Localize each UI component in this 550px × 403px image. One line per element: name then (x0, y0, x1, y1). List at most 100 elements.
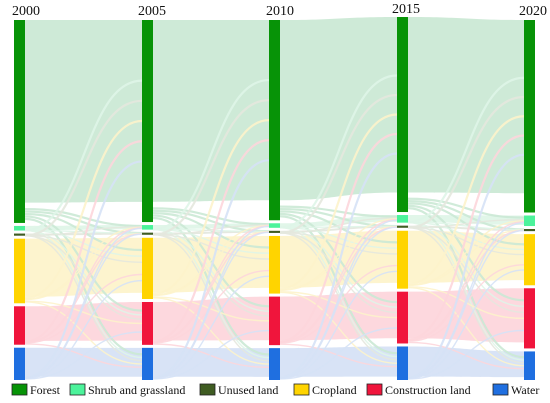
legend-swatch-water (492, 383, 509, 396)
transition-2010-cropland-to-water (279, 291, 398, 364)
legend-label-shrub: Shrub and grassland (88, 383, 185, 397)
node-layer (14, 17, 535, 380)
transition-2015-unused-to-shrub (407, 219, 525, 229)
node-2020-water (524, 351, 535, 380)
transition-2015-construction-to-forest (407, 134, 525, 341)
legend-label-cropland: Cropland (312, 383, 357, 397)
flow-2010-2015-forest (280, 17, 397, 201)
node-2010-water (269, 348, 280, 380)
transition-2000-shrub-to-forest (24, 79, 143, 232)
transition-2000-cropland-to-forest (24, 119, 143, 300)
transition-2015-water-to-unused (407, 229, 525, 379)
node-2015-forest (397, 17, 408, 213)
transition-2015-shrub-to-forest (407, 76, 525, 224)
transition-2005-forest-to-shrub (152, 207, 270, 226)
node-2015-water (397, 346, 408, 380)
transition-2010-cropland-to-forest (279, 113, 398, 291)
transition-2000-cropland-to-water (24, 301, 143, 365)
transition-2005-shrub-to-forest (152, 78, 270, 231)
transition-2015-cropland-to-forest (407, 115, 525, 286)
year-label-2020: 2020 (519, 4, 547, 19)
year-label-2000: 2000 (12, 4, 40, 19)
node-2010-construction (269, 296, 280, 346)
transition-2005-cropland-to-shrub (152, 224, 270, 296)
transition-2005-unused-to-shrub (152, 224, 270, 236)
transition-2015-cropland-to-shrub (407, 220, 525, 286)
transition-2015-construction-to-unused (407, 229, 525, 342)
transition-2005-construction-to-unused (152, 231, 270, 344)
transition-2005-cropland-to-construction (152, 296, 270, 322)
node-2010-forest (269, 20, 280, 221)
transition-2010-unused-to-water (279, 232, 398, 361)
transition-2000-cropland-to-construction (24, 300, 143, 325)
flow-2015-2020-shrub (408, 215, 524, 225)
node-2015-construction (397, 291, 408, 344)
legend-swatch-unused (199, 383, 216, 396)
transition-2015-unused-to-water (407, 227, 525, 364)
legend: Forest Shrub and grassland Unused land Crop… (11, 383, 539, 397)
transition-2000-water-to-forest (24, 160, 143, 379)
legend-swatch-shrub (69, 383, 86, 396)
transition-2000-water-to-construction (24, 331, 143, 380)
transition-2005-water-to-cropland (152, 275, 270, 380)
transition-2010-forest-to-shrub (279, 205, 398, 218)
transition-2010-construction-to-forest (279, 132, 398, 343)
transition-2010-unused-to-shrub (279, 217, 398, 234)
transition-2000-water-to-unused (24, 233, 143, 379)
transition-2010-water-to-unused (279, 226, 398, 379)
node-2005-unused (142, 232, 153, 235)
transition-2010-water-to-cropland (279, 270, 398, 380)
node-2020-unused (524, 229, 535, 232)
transition-2010-cropland-to-unused (279, 226, 398, 292)
transition-2010-construction-to-water (279, 343, 398, 368)
transition-2015-construction-to-shrub (407, 221, 525, 341)
transition-2000-unused-to-forest (24, 99, 143, 237)
node-2000-cropland (14, 238, 25, 304)
transition-2010-unused-to-construction (279, 232, 398, 314)
transition-2000-unused-to-construction (24, 234, 143, 320)
flow-2005-2010-forest (153, 20, 269, 202)
node-2020-shrub (524, 215, 535, 227)
transition-2015-water-to-forest (407, 153, 525, 379)
transition-2010-unused-to-cropland (279, 232, 398, 255)
transition-2000-unused-to-water (24, 234, 143, 362)
transition-2005-water-to-construction (152, 329, 270, 380)
transition-2015-cropland-to-water (407, 286, 525, 367)
node-2000-construction (14, 306, 25, 345)
node-2015-cropland (397, 230, 408, 289)
transition-2010-construction-to-unused (279, 226, 398, 344)
transition-2005-unused-to-forest (152, 99, 270, 236)
flow-2000-2005-forest (25, 20, 142, 203)
node-2015-unused (397, 225, 408, 228)
transition-2015-water-to-construction (407, 329, 525, 380)
transition-2000-water-to-cropland (24, 279, 143, 380)
node-2020-cropland (524, 234, 535, 286)
legend-swatch-construction (366, 383, 383, 396)
transition-2000-unused-to-shrub (24, 226, 143, 237)
transition-2010-unused-to-forest (279, 93, 398, 234)
transition-2005-water-to-forest (152, 159, 270, 379)
transition-2010-water-to-forest (279, 152, 398, 379)
legend-label-water: Water (511, 383, 539, 397)
transition-2005-water-to-unused (152, 231, 270, 379)
node-2000-unused (14, 233, 25, 236)
transition-2005-unused-to-construction (152, 234, 270, 317)
transition-2010-cropland-to-shrub (279, 218, 398, 291)
transition-2015-water-to-cropland (407, 269, 525, 380)
transition-2015-cropland-to-unused (407, 229, 525, 287)
node-2020-forest (524, 20, 535, 213)
node-2005-shrub (142, 225, 153, 230)
transition-2000-construction-to-forest (24, 140, 143, 343)
node-2010-cropland (269, 235, 280, 294)
flow-2015-2020-forest (408, 17, 524, 194)
transition-2010-shrub-to-forest (279, 74, 398, 229)
legend-label-unused: Unused land (218, 383, 278, 397)
legend-swatch-cropland (293, 383, 310, 396)
year-label-2010: 2010 (266, 4, 294, 19)
node-2005-construction (142, 302, 153, 345)
transition-2005-unused-to-water (152, 234, 270, 362)
node-2010-unused (269, 230, 280, 233)
transition-2000-unused-to-cropland (24, 234, 143, 263)
